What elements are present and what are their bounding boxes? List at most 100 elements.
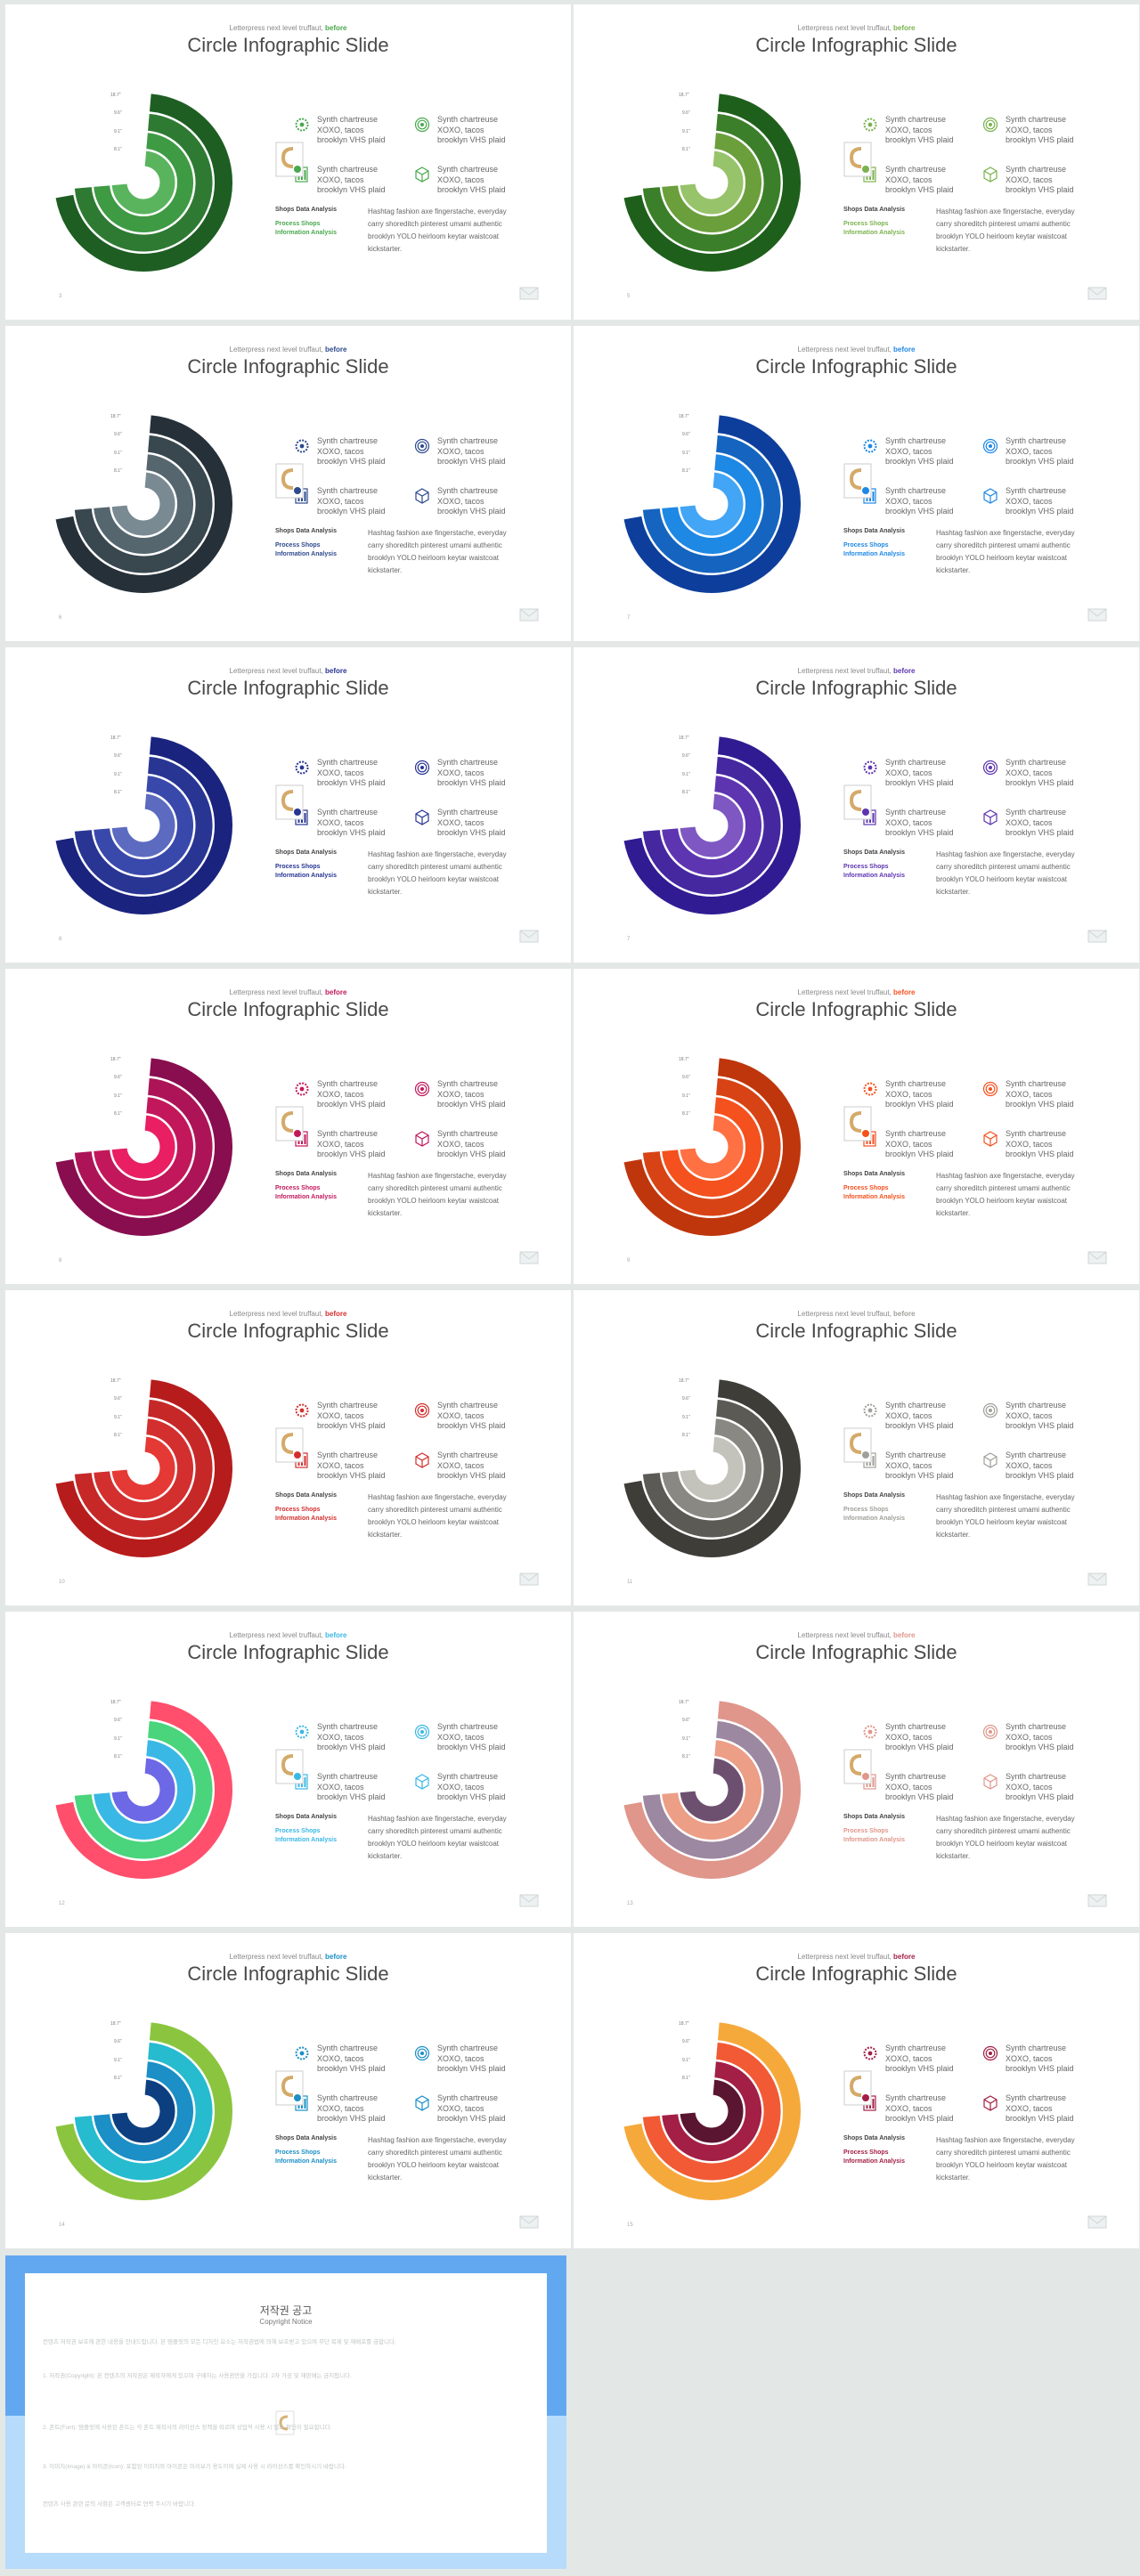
ring-scale-label: 8.1" — [682, 790, 690, 795]
page-number: 9 — [627, 1258, 631, 1264]
ring-3 — [94, 454, 193, 554]
circle-infographic — [623, 736, 802, 914]
ring-3 — [94, 1097, 193, 1197]
page-number: 8 — [59, 1258, 62, 1264]
page-number: 10 — [59, 1580, 65, 1585]
slide-title: Circle Infographic Slide — [187, 998, 389, 1020]
tagline-text: Letterpress next level truffaut, — [229, 24, 323, 32]
tagline-accent: before — [325, 667, 347, 675]
ring-scale-label: 9.6" — [682, 432, 690, 437]
analysis-heading: Shops Data Analysis — [275, 1492, 337, 1499]
slide-thumbnail[interactable]: Letterpress next level truffaut, before C… — [574, 4, 1139, 320]
ring-4 — [111, 2079, 175, 2143]
ring-scale-label: 18.7" — [679, 1057, 689, 1062]
slide-thumbnail[interactable]: Letterpress next level truffaut, before C… — [5, 326, 571, 641]
slide-thumbnail[interactable]: Letterpress next level truffaut, before C… — [574, 1933, 1139, 2248]
feature-text: Synth chartreuse XOXO, tacos brooklyn VH… — [317, 115, 386, 144]
slide-title: Circle Infographic Slide — [187, 34, 389, 56]
ring-scale-label: 8.1" — [682, 468, 690, 474]
analysis-heading: Shops Data Analysis — [275, 1171, 337, 1177]
tagline-accent: before — [325, 1953, 347, 1961]
slide-thumbnail[interactable]: Letterpress next level truffaut, before C… — [574, 1290, 1139, 1605]
slide-thumbnail[interactable]: Letterpress next level truffaut, before C… — [5, 1933, 571, 2248]
ring-scale-label: 9.6" — [682, 1396, 690, 1402]
document-icon — [275, 142, 304, 177]
ring-4 — [680, 1115, 744, 1179]
tagline-accent: before — [325, 24, 347, 32]
ring-scale-label: 9.6" — [114, 1075, 122, 1080]
envelope-logo-icon — [519, 608, 539, 622]
ring-4 — [111, 1115, 175, 1179]
slide-thumbnail[interactable]: Letterpress next level truffaut, before C… — [5, 647, 571, 963]
description-paragraph: Hashtag fashion axe fingerstache, everyd… — [368, 2136, 507, 2182]
ring-3 — [662, 1418, 761, 1518]
ring-scale-label: 18.7" — [679, 735, 689, 741]
cube-icon — [983, 488, 998, 504]
page-number: 6 — [59, 615, 62, 621]
feature-text: Synth chartreuse XOXO, tacos brooklyn VH… — [885, 808, 954, 837]
feature-text: Synth chartreuse XOXO, tacos brooklyn VH… — [885, 1129, 954, 1158]
ring-4 — [111, 472, 175, 536]
target-icon — [982, 438, 998, 454]
cube-icon — [983, 2095, 998, 2111]
feature-text: Synth chartreuse XOXO, tacos brooklyn VH… — [1006, 436, 1074, 466]
slide-thumbnail[interactable]: Letterpress next level truffaut, before C… — [574, 326, 1139, 641]
feature-text: Synth chartreuse XOXO, tacos brooklyn VH… — [437, 1079, 506, 1109]
ring-4 — [111, 1436, 175, 1500]
slide-thumbnail[interactable]: Letterpress next level truffaut, before C… — [574, 1612, 1139, 1927]
ring-4 — [680, 1436, 744, 1500]
ring-scale-label: 9.1" — [114, 772, 122, 777]
analysis-accent-label: Process Shops — [275, 221, 321, 227]
ring-3 — [662, 2061, 761, 2161]
copyright-notice-slide[interactable]: 저작권 공고 Copyright Notice 컨텐츠 저작권 보호에 관한 내… — [5, 2255, 566, 2569]
cube-icon — [415, 809, 429, 825]
envelope-logo-icon — [519, 1251, 539, 1264]
tagline-accent: before — [325, 1631, 347, 1639]
slide-title: Circle Infographic Slide — [755, 998, 957, 1020]
ring-scale-label: 18.7" — [110, 1057, 121, 1062]
circle-infographic — [623, 415, 802, 593]
ring-2 — [642, 435, 781, 573]
description-paragraph: Hashtag fashion axe fingerstache, everyd… — [368, 850, 507, 896]
gear-icon — [863, 1082, 877, 1096]
analysis-heading: Shops Data Analysis — [843, 207, 905, 213]
slide-tagline: Letterpress next level truffaut, before — [5, 667, 571, 675]
slide-tagline: Letterpress next level truffaut, before — [5, 1310, 571, 1318]
tagline-text: Letterpress next level truffaut, — [797, 1310, 892, 1318]
page-number: 12 — [59, 1901, 65, 1906]
page-number: 11 — [627, 1580, 633, 1585]
feature-text: Synth chartreuse XOXO, tacos brooklyn VH… — [317, 2093, 386, 2123]
feature-text: Synth chartreuse XOXO, tacos brooklyn VH… — [1006, 1451, 1074, 1480]
feature-text: Synth chartreuse XOXO, tacos brooklyn VH… — [885, 758, 954, 787]
analysis-heading: Shops Data Analysis — [843, 1814, 905, 1820]
document-icon — [843, 784, 872, 820]
ring-scale-label: 9.1" — [114, 2058, 122, 2063]
feature-text: Synth chartreuse XOXO, tacos brooklyn VH… — [317, 1129, 386, 1158]
slide-thumbnail[interactable]: Letterpress next level truffaut, before C… — [5, 1612, 571, 1927]
feature-text: Synth chartreuse XOXO, tacos brooklyn VH… — [437, 1451, 506, 1480]
slide-thumbnail[interactable]: Letterpress next level truffaut, before C… — [5, 969, 571, 1284]
analysis-accent-label: Process Shops — [275, 2149, 321, 2156]
ring-2 — [74, 1720, 213, 1859]
page-number: 7 — [627, 615, 631, 621]
ring-3 — [662, 1740, 761, 1840]
ring-1 — [623, 2022, 802, 2200]
feature-text: Synth chartreuse XOXO, tacos brooklyn VH… — [885, 1401, 954, 1430]
slide-tagline: Letterpress next level truffaut, before — [574, 667, 1139, 675]
feature-text: Synth chartreuse XOXO, tacos brooklyn VH… — [437, 2093, 506, 2123]
slide-thumbnail[interactable]: Letterpress next level truffaut, before C… — [574, 969, 1139, 1284]
circle-infographic — [55, 1379, 233, 1557]
feature-text: Synth chartreuse XOXO, tacos brooklyn VH… — [885, 436, 954, 466]
slide-thumbnail[interactable]: Letterpress next level truffaut, before C… — [5, 4, 571, 320]
slide-thumbnail[interactable]: Letterpress next level truffaut, before C… — [574, 647, 1139, 963]
analysis-accent-label: Information Analysis — [843, 1516, 905, 1522]
feature-text: Synth chartreuse XOXO, tacos brooklyn VH… — [317, 165, 386, 194]
slide-thumbnail[interactable]: Letterpress next level truffaut, before C… — [5, 1290, 571, 1605]
tagline-accent: before — [893, 1310, 916, 1318]
gear-icon — [863, 760, 877, 775]
ring-2 — [642, 2042, 781, 2181]
ring-scale-label: 18.7" — [679, 93, 689, 98]
analysis-accent-label: Information Analysis — [843, 1194, 905, 1200]
target-icon — [982, 1402, 998, 1418]
ring-scale-label: 18.7" — [110, 1378, 121, 1384]
